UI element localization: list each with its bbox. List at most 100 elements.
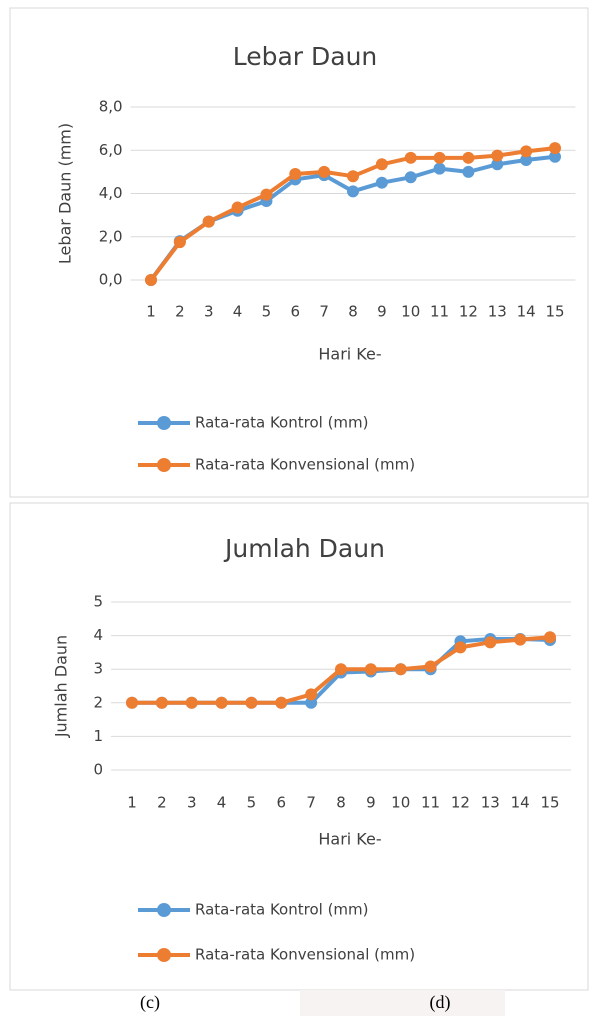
- x-tick-label: 7: [319, 303, 329, 321]
- legend-marker: [157, 903, 171, 917]
- data-point: [155, 696, 168, 709]
- y-tick-label: 1: [94, 727, 104, 745]
- x-tick-label: 4: [217, 794, 227, 812]
- data-point: [173, 236, 186, 249]
- x-tick-label: 14: [511, 794, 530, 812]
- legend-label: Rata-rata Kontrol (mm): [195, 414, 369, 432]
- data-point: [520, 145, 533, 158]
- x-tick-label: 5: [247, 794, 257, 812]
- data-point: [520, 153, 533, 166]
- caption: (c): [140, 992, 160, 1013]
- y-tick-label: 6,0: [99, 141, 123, 159]
- data-point: [289, 168, 302, 181]
- x-tick-label: 3: [204, 303, 214, 321]
- legend-label: Rata-rata Konvensional (mm): [195, 456, 415, 474]
- data-point: [544, 631, 556, 644]
- legend-marker: [157, 416, 171, 430]
- data-point: [347, 170, 359, 183]
- chart-frame: [9, 7, 589, 498]
- x-tick-label: 6: [291, 303, 301, 321]
- caption: (d): [430, 992, 451, 1013]
- x-tick-label: 14: [517, 303, 536, 321]
- x-tick-label: 9: [377, 303, 387, 321]
- x-tick-label: 8: [348, 303, 358, 321]
- y-tick-label: 4,0: [99, 184, 123, 202]
- legend-label: Rata-rata Kontrol (mm): [195, 901, 369, 919]
- data-point: [245, 696, 258, 709]
- x-tick-label: 2: [157, 794, 167, 812]
- x-axis-label: Hari Ke-: [318, 830, 381, 849]
- legend-label: Rata-rata Konvensional (mm): [195, 946, 415, 964]
- data-point: [375, 176, 388, 189]
- data-point: [404, 151, 417, 164]
- data-point: [185, 696, 198, 709]
- x-tick-label: 2: [175, 303, 185, 321]
- x-tick-label: 3: [187, 794, 197, 812]
- x-tick-label: 5: [262, 303, 272, 321]
- x-tick-label: 13: [488, 303, 507, 321]
- data-point: [433, 151, 446, 164]
- data-point: [275, 696, 288, 709]
- data-point: [126, 696, 138, 709]
- x-tick-label: 7: [306, 794, 316, 812]
- data-point: [318, 165, 331, 178]
- x-axis-label: Hari Ke-: [318, 345, 381, 364]
- x-tick-label: 6: [277, 794, 287, 812]
- y-tick-label: 4: [94, 626, 104, 644]
- data-point: [260, 188, 273, 201]
- data-point: [305, 696, 318, 709]
- x-tick-label: 10: [391, 794, 410, 812]
- data-point: [364, 663, 377, 676]
- data-point: [375, 158, 388, 171]
- data-point: [491, 158, 504, 171]
- legend-marker: [157, 948, 171, 962]
- x-tick-label: 4: [233, 303, 243, 321]
- y-tick-label: 8,0: [99, 98, 123, 116]
- x-tick-label: 8: [336, 794, 346, 812]
- data-point: [549, 150, 561, 163]
- x-tick-label: 9: [366, 794, 376, 812]
- legend-marker: [157, 458, 171, 472]
- data-point: [347, 185, 359, 198]
- y-tick-label: 2: [94, 693, 104, 711]
- data-point: [454, 641, 467, 654]
- data-point: [231, 201, 244, 214]
- x-tick-label: 10: [401, 303, 420, 321]
- data-point: [484, 636, 497, 649]
- chart-title: Lebar Daun: [233, 42, 378, 71]
- data-point: [305, 688, 318, 701]
- y-tick-label: 5: [94, 593, 104, 611]
- y-tick-label: 0: [94, 761, 104, 779]
- x-tick-label: 13: [481, 794, 500, 812]
- x-tick-label: 15: [540, 794, 559, 812]
- x-tick-label: 1: [127, 794, 137, 812]
- data-point: [215, 696, 228, 709]
- x-tick-label: 15: [545, 303, 564, 321]
- data-point: [491, 149, 504, 162]
- x-tick-label: 1: [146, 303, 156, 321]
- data-point: [335, 663, 347, 676]
- data-point: [549, 142, 561, 155]
- data-point: [404, 171, 417, 184]
- caption-background: [300, 990, 505, 1016]
- data-point: [202, 215, 215, 228]
- data-point: [514, 633, 527, 646]
- x-tick-label: 11: [430, 303, 449, 321]
- y-axis-label: Jumlah Daun: [52, 635, 71, 738]
- chart-title: Jumlah Daun: [223, 534, 385, 563]
- x-tick-label: 11: [421, 794, 440, 812]
- y-axis-label: Lebar Daun (mm): [56, 123, 75, 264]
- data-point: [433, 162, 446, 175]
- data-point: [462, 165, 475, 178]
- y-tick-label: 2,0: [99, 227, 123, 245]
- x-tick-label: 12: [451, 794, 470, 812]
- x-tick-label: 12: [459, 303, 478, 321]
- data-point: [462, 151, 475, 164]
- data-point: [424, 660, 437, 673]
- y-tick-label: 3: [94, 660, 104, 678]
- y-tick-label: 0,0: [99, 271, 123, 289]
- chart-frame: [9, 502, 589, 991]
- data-point: [145, 274, 157, 286]
- data-point: [394, 663, 407, 676]
